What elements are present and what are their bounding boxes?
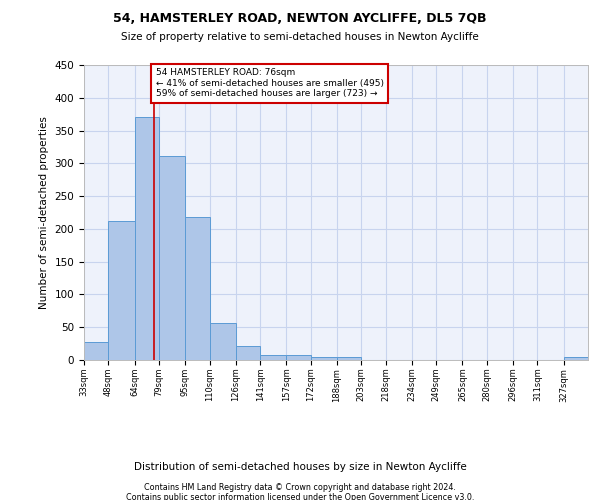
Text: Contains public sector information licensed under the Open Government Licence v3: Contains public sector information licen… [126, 494, 474, 500]
Text: Size of property relative to semi-detached houses in Newton Aycliffe: Size of property relative to semi-detach… [121, 32, 479, 42]
Bar [109, 221, 134, 360]
Bar [84, 342, 109, 360]
Bar [260, 355, 286, 360]
Bar [563, 356, 588, 360]
Y-axis label: Number of semi-detached properties: Number of semi-detached properties [39, 116, 49, 309]
Bar [236, 346, 260, 360]
Bar [209, 322, 236, 360]
Text: Distribution of semi-detached houses by size in Newton Aycliffe: Distribution of semi-detached houses by … [134, 462, 466, 472]
Text: 54 HAMSTERLEY ROAD: 76sqm
← 41% of semi-detached houses are smaller (495)
59% of: 54 HAMSTERLEY ROAD: 76sqm ← 41% of semi-… [156, 68, 384, 98]
Bar [311, 356, 337, 360]
Bar [337, 356, 361, 360]
Text: Contains HM Land Registry data © Crown copyright and database right 2024.: Contains HM Land Registry data © Crown c… [144, 484, 456, 492]
Text: 54, HAMSTERLEY ROAD, NEWTON AYCLIFFE, DL5 7QB: 54, HAMSTERLEY ROAD, NEWTON AYCLIFFE, DL… [113, 12, 487, 26]
Bar [159, 156, 185, 360]
Bar [185, 217, 209, 360]
Bar [286, 355, 311, 360]
Bar [134, 118, 159, 360]
